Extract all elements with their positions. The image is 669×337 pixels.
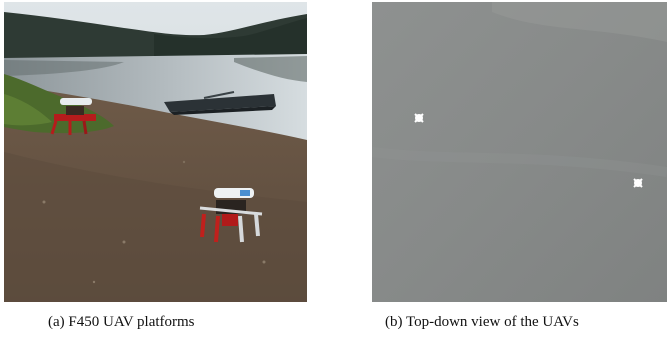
uav-marker-right <box>633 178 643 188</box>
subfigure-a-photo <box>4 2 307 302</box>
subfigure-b-photo <box>372 2 667 302</box>
caption-b: (b) Top-down view of the UAVs <box>385 314 579 330</box>
uav-marker-left <box>414 113 424 123</box>
caption-a: (a) F450 UAV platforms <box>48 314 195 330</box>
